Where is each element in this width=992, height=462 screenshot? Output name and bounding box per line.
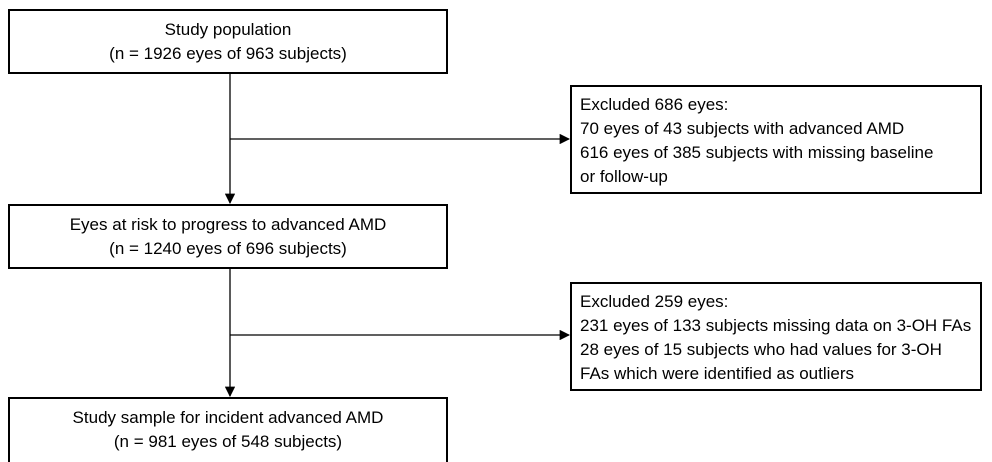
study-population-box: Study population (n = 1926 eyes of 963 s…	[8, 9, 448, 74]
exclusion-2-line: 231 eyes of 133 subjects missing data on…	[580, 316, 972, 335]
exclusion-2-line: 28 eyes of 15 subjects who had values fo…	[580, 340, 942, 359]
exclusion-box-1: Excluded 686 eyes: 70 eyes of 43 subject…	[570, 85, 982, 194]
exclusion-1-line: Excluded 686 eyes:	[580, 95, 729, 114]
study-sample-count: (n = 981 eyes of 548 subjects)	[113, 432, 343, 451]
study-sample-box: Study sample for incident advanced AMD (…	[8, 397, 448, 462]
eyes-at-risk-count: (n = 1240 eyes of 696 subjects)	[109, 239, 347, 258]
study-population-count: (n = 1926 eyes of 963 subjects)	[109, 44, 347, 63]
exclusion-1-line: 616 eyes of 385 subjects with missing ba…	[580, 143, 934, 162]
study-population-title: Study population	[164, 20, 292, 39]
exclusion-2-line: FAs which were identified as outliers	[580, 364, 855, 383]
eyes-at-risk-box: Eyes at risk to progress to advanced AMD…	[8, 204, 448, 269]
study-sample-title: Study sample for incident advanced AMD	[72, 408, 384, 427]
eyes-at-risk-title: Eyes at risk to progress to advanced AMD	[69, 215, 387, 234]
exclusion-1-line: or follow-up	[580, 167, 668, 186]
exclusion-2-line: Excluded 259 eyes:	[580, 292, 729, 311]
exclusion-1-line: 70 eyes of 43 subjects with advanced AMD	[580, 119, 905, 138]
exclusion-box-2: Excluded 259 eyes: 231 eyes of 133 subje…	[570, 282, 982, 391]
